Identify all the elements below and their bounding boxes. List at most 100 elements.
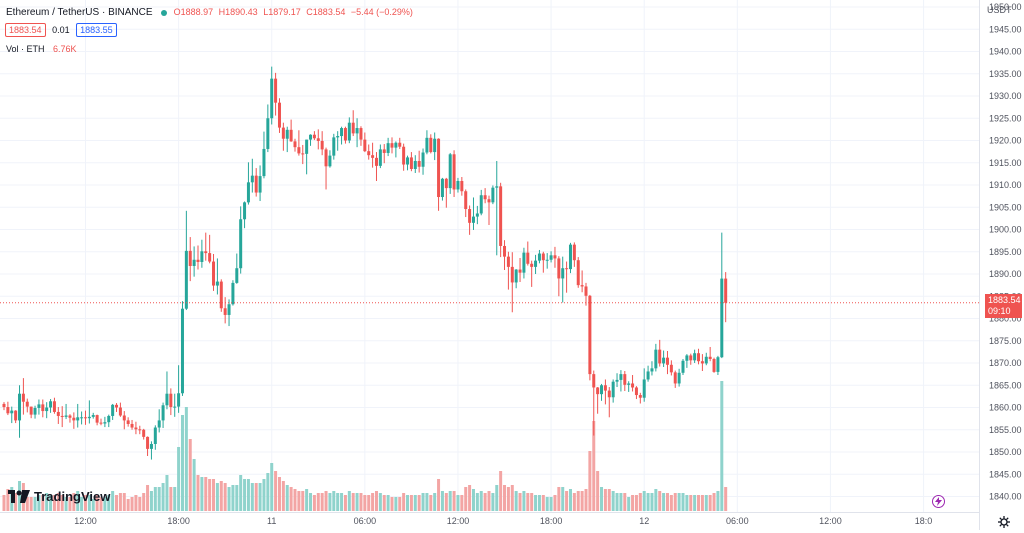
close-label: C	[306, 7, 313, 17]
symbol-title[interactable]: Ethereum / TetherUS · BINANCE	[6, 7, 153, 18]
candle-body	[409, 157, 413, 169]
candle-body	[495, 186, 499, 188]
price-tick-label: 1880.00	[989, 314, 1022, 324]
candle-body	[165, 393, 169, 406]
candle-body	[592, 374, 596, 388]
price-tick-label: 1890.00	[989, 269, 1022, 279]
volume-bar	[406, 495, 410, 511]
volume-bar	[475, 493, 479, 511]
candle-body	[76, 417, 80, 421]
time-tick-label: 06:00	[354, 516, 377, 526]
candle-body	[138, 429, 142, 431]
candle-body	[394, 142, 398, 148]
volume-bar	[122, 493, 126, 511]
volume-label[interactable]: Vol · ETH	[6, 44, 45, 54]
volume-bar	[631, 495, 635, 511]
price-tick-label: 1870.00	[989, 358, 1022, 368]
countdown-value: 09:10	[988, 306, 1011, 316]
candle-body	[708, 356, 712, 359]
candle-body	[724, 278, 728, 303]
volume-bar	[64, 497, 68, 511]
volume-bar	[708, 495, 712, 511]
candle-body	[654, 349, 658, 369]
settings-gear-icon[interactable]	[998, 515, 1010, 528]
candle-body	[600, 385, 604, 395]
candle-body	[650, 368, 654, 372]
candle-body	[468, 209, 472, 223]
candle-body	[572, 244, 576, 261]
currency-label[interactable]: USDT	[987, 5, 1012, 15]
volume-bar	[29, 497, 33, 511]
volume-bar	[243, 479, 247, 511]
candle-body	[665, 357, 669, 365]
high-label: H	[218, 7, 226, 17]
volume-bar	[650, 493, 654, 511]
volume-bar	[576, 491, 580, 511]
price-tick-label: 1905.00	[989, 202, 1022, 212]
candle-body	[289, 129, 293, 142]
volume-bar	[14, 493, 18, 511]
volume-bar	[468, 485, 472, 511]
candle-body	[596, 387, 600, 395]
candle-body	[72, 417, 76, 421]
candle-body	[642, 379, 646, 398]
volume-bar	[83, 495, 87, 511]
volume-bar	[483, 493, 487, 511]
gear-icon	[998, 516, 1010, 528]
volume-bar	[173, 487, 177, 511]
volume-bar	[52, 495, 56, 511]
candle-body	[130, 423, 134, 428]
volume-bar	[592, 421, 596, 511]
volume-bar	[336, 493, 340, 511]
candle-body	[452, 154, 456, 190]
volume-bar	[460, 495, 464, 511]
lightning-icon[interactable]	[932, 495, 945, 508]
close-value: 1883.54	[312, 7, 346, 17]
volume-bar	[165, 475, 169, 511]
candle-body	[685, 355, 689, 361]
candle-body	[149, 443, 153, 449]
volume-bar	[681, 493, 685, 511]
candle-body	[588, 295, 592, 375]
volume-bar	[720, 381, 724, 511]
volume-bar	[437, 479, 441, 511]
candle-body	[142, 429, 146, 437]
tradingview-logo[interactable]: TradingView	[8, 489, 110, 504]
candle-body	[417, 160, 421, 167]
candle-body	[83, 417, 87, 419]
lightning-bolt-icon	[935, 497, 942, 506]
candle-body	[192, 259, 196, 266]
candle-body	[693, 353, 697, 361]
candle-body	[689, 355, 693, 361]
candle-body	[56, 411, 60, 416]
candle-body	[669, 364, 673, 373]
volume-bar	[374, 491, 378, 511]
volume-bar	[491, 493, 495, 511]
volume-bar	[499, 471, 503, 511]
time-tick-label: 12:00	[74, 516, 97, 526]
volume-bar	[487, 491, 491, 511]
volume-bar	[239, 475, 243, 511]
candle-body	[483, 195, 487, 200]
candle-body	[359, 128, 363, 140]
volume-bar	[506, 487, 510, 511]
volume-bar	[495, 485, 499, 511]
candle-body	[246, 182, 250, 203]
volume-bar	[6, 489, 10, 511]
volume-bar	[712, 493, 716, 511]
volume-bar	[328, 493, 332, 511]
buy-price-button[interactable]: 1883.55	[76, 23, 117, 37]
last-price-tag: 1883.54 09:10	[985, 294, 1022, 318]
volume-bar	[444, 493, 448, 511]
sell-price-button[interactable]: 1883.54	[5, 23, 46, 37]
candle-body	[80, 417, 84, 419]
candle-body	[530, 263, 534, 267]
candle-body	[37, 404, 41, 408]
volume-bar	[250, 483, 254, 511]
price-tick-label: 1930.00	[989, 91, 1022, 101]
volume-bar	[126, 499, 130, 511]
volume-bar	[332, 491, 336, 511]
change-value: −5.44 (−0.29%)	[350, 7, 413, 17]
volume-bar	[658, 491, 662, 511]
